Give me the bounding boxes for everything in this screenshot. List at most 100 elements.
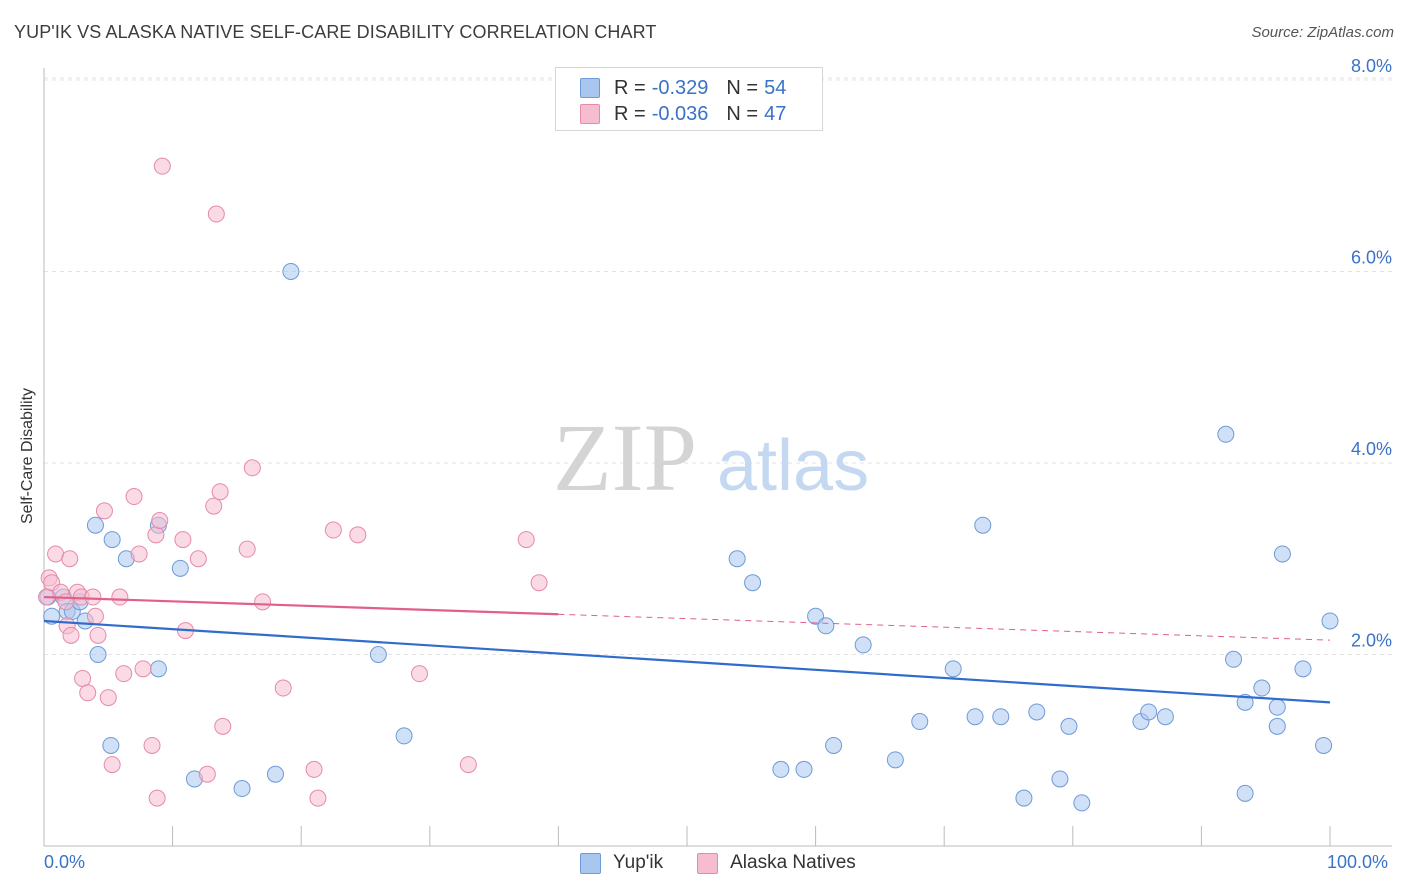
yupik-point bbox=[1015, 789, 1033, 807]
yupik-point bbox=[1051, 770, 1069, 788]
yupik-point bbox=[1294, 660, 1312, 678]
alaska-point bbox=[111, 588, 129, 606]
alaska-point bbox=[61, 550, 79, 568]
legend-n-label: N = bbox=[726, 102, 759, 125]
legend-r-label: R = bbox=[614, 102, 646, 125]
alaska-point bbox=[89, 626, 107, 644]
y-tick-labels: 2.0% 4.0% 6.0% 8.0% bbox=[1351, 56, 1392, 651]
alaska-point bbox=[134, 660, 152, 678]
legend-n-value: 47 bbox=[764, 102, 787, 125]
watermark-zip: ZIP bbox=[553, 404, 697, 511]
grid-lines bbox=[44, 77, 1392, 655]
series-legend-alaska: Alaska Natives bbox=[697, 852, 856, 874]
yupik-point bbox=[1225, 650, 1243, 668]
legend-swatch-yupik bbox=[580, 78, 600, 98]
alaska-point bbox=[95, 502, 113, 520]
alaska-point bbox=[174, 531, 192, 549]
yupik-point bbox=[966, 708, 984, 726]
legend-n-label: N = bbox=[726, 76, 759, 99]
yupik-point bbox=[1321, 612, 1339, 630]
alaska-point bbox=[84, 588, 102, 606]
alaska-point bbox=[207, 205, 225, 223]
yupik-point bbox=[728, 550, 746, 568]
yupik-point bbox=[86, 516, 104, 534]
yupik-point bbox=[772, 760, 790, 778]
yupik-point bbox=[1073, 794, 1091, 812]
watermark: ZIP atlas bbox=[553, 404, 869, 511]
alaska-point bbox=[324, 521, 342, 539]
legend-r-value: -0.329 bbox=[651, 76, 709, 99]
yupik-point bbox=[854, 636, 872, 654]
alaska-point bbox=[79, 684, 97, 702]
alaska-point bbox=[349, 526, 367, 544]
yupik-point bbox=[395, 727, 413, 745]
chart-source: Source: ZipAtlas.com bbox=[1251, 24, 1394, 41]
series-label-yupik: Yup'ik bbox=[613, 852, 664, 873]
series-swatch-alaska bbox=[697, 852, 719, 874]
alaska-point bbox=[74, 669, 92, 687]
watermark-atlas: atlas bbox=[717, 426, 869, 506]
alaska-point bbox=[151, 511, 169, 529]
yupik-point bbox=[795, 760, 813, 778]
legend-n-value: 54 bbox=[764, 76, 787, 99]
alaska-point bbox=[309, 789, 327, 807]
yupik-point bbox=[1060, 717, 1078, 735]
alaska-point bbox=[148, 789, 166, 807]
alaska-point bbox=[305, 760, 323, 778]
legend-r-value: -0.036 bbox=[651, 102, 709, 125]
alaska-point bbox=[205, 497, 223, 515]
yupik-point bbox=[911, 713, 929, 731]
yupik-point bbox=[1217, 425, 1235, 443]
yupik-point bbox=[282, 263, 300, 280]
y-tick-label: 6.0% bbox=[1351, 248, 1392, 268]
y-axis-label: Self-Care Disability bbox=[19, 387, 36, 525]
yupik-point bbox=[1253, 679, 1271, 697]
trend-line-alaska-extension bbox=[558, 613, 1331, 641]
alaska-point bbox=[99, 689, 117, 707]
y-tick-label: 4.0% bbox=[1351, 439, 1392, 459]
alaska-point bbox=[47, 545, 65, 563]
yupik-point bbox=[974, 516, 992, 534]
yupik-point bbox=[744, 574, 762, 592]
trend-line-alaska bbox=[43, 595, 559, 616]
yupik-point bbox=[233, 780, 251, 798]
alaska-point bbox=[125, 488, 143, 506]
correlation-legend: R = -0.329 N = 54 R = -0.036 N = 47 bbox=[555, 67, 823, 131]
series-swatch-yupik bbox=[580, 852, 601, 874]
series-legend-yupik: Yup'ik bbox=[580, 852, 663, 874]
alaska-point bbox=[411, 665, 429, 683]
yupik-point bbox=[89, 646, 107, 663]
yupik-point bbox=[1268, 698, 1286, 716]
alaska-point bbox=[530, 574, 548, 592]
series-legend: Yup'ik Alaska Natives bbox=[580, 852, 890, 874]
yupik-point bbox=[886, 751, 904, 769]
alaska-point bbox=[198, 765, 216, 783]
yupik-point bbox=[1028, 703, 1046, 721]
alaska-point bbox=[254, 593, 272, 611]
alaska-point bbox=[143, 736, 161, 754]
yupik-point bbox=[817, 617, 835, 635]
y-tick-label: 2.0% bbox=[1351, 631, 1392, 651]
trend-lines bbox=[43, 595, 1331, 704]
alaska-point bbox=[153, 157, 171, 175]
yupik-point bbox=[103, 531, 121, 549]
yupik-point bbox=[1268, 717, 1286, 735]
yupik-point bbox=[1156, 708, 1174, 726]
alaska-point bbox=[189, 550, 207, 568]
yupik-point bbox=[1140, 703, 1158, 721]
yupik-point bbox=[825, 736, 843, 754]
alaska-point bbox=[211, 483, 229, 501]
legend-swatch-alaska bbox=[580, 104, 600, 124]
yupik-point bbox=[171, 559, 189, 577]
x-tick-label-max: 100.0% bbox=[1327, 852, 1389, 872]
alaska-point bbox=[517, 531, 535, 549]
yupik-point bbox=[102, 736, 120, 754]
trend-line-yupik bbox=[43, 619, 1331, 704]
series-label-alaska: Alaska Natives bbox=[730, 852, 856, 873]
alaska-point bbox=[238, 540, 256, 558]
chart-title: YUP'IK VS ALASKA NATIVE SELF-CARE DISABI… bbox=[14, 22, 657, 42]
yupik-point bbox=[1315, 736, 1333, 754]
yupik-point bbox=[149, 660, 167, 678]
alaska-point bbox=[274, 679, 292, 697]
